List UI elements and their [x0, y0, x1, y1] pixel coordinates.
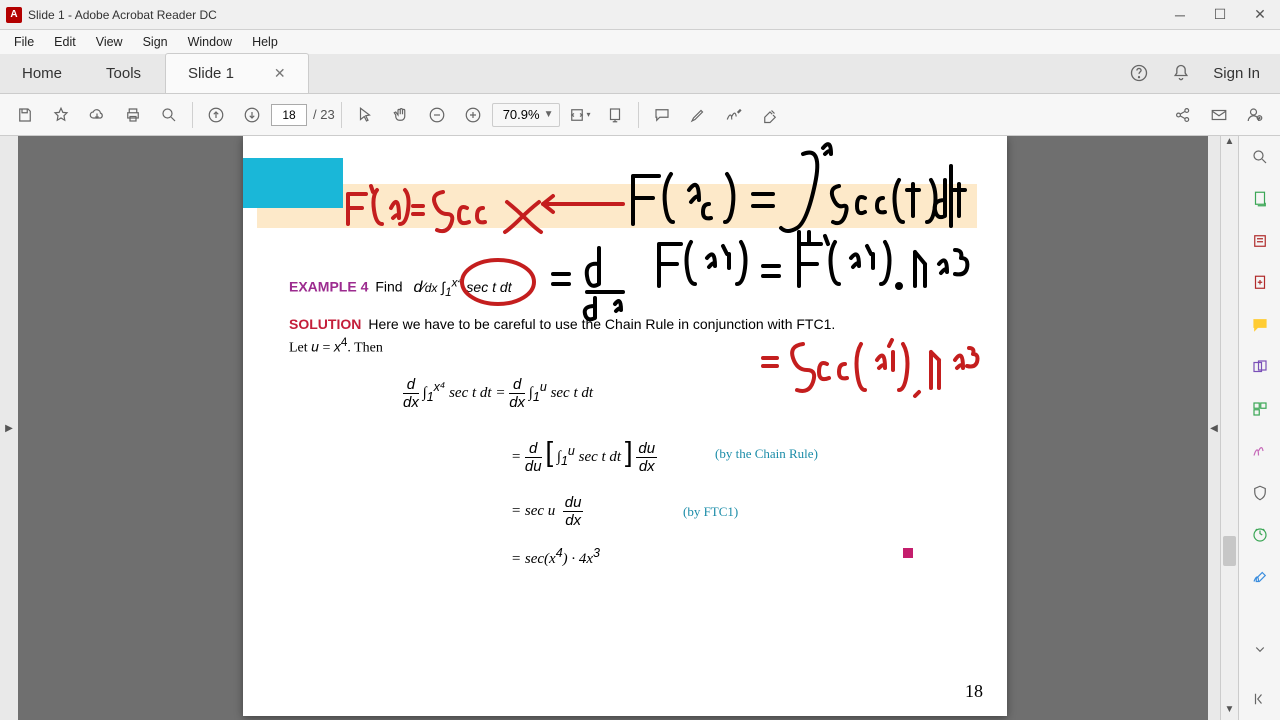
file-menu[interactable]: File [6, 33, 42, 51]
step2: = ddu [ ∫1u sec t dt ] dudx [511, 436, 657, 475]
example-label: EXAMPLE 4 [289, 279, 368, 295]
search-button[interactable] [152, 98, 186, 132]
sign-menu[interactable]: Sign [135, 33, 176, 51]
comment-tool-icon[interactable] [1249, 314, 1271, 336]
note2: (by the Chain Rule) [715, 446, 818, 462]
solution-line: SOLUTION Here we have to be careful to u… [289, 316, 939, 334]
zoom-dropdown[interactable]: 70.9% ▼ [492, 103, 561, 127]
let-line: Let u = x4. Then [289, 336, 383, 357]
page-number: 18 [965, 681, 983, 702]
page-indicator: / 23 [271, 104, 335, 126]
save-button[interactable] [8, 98, 42, 132]
cloud-button[interactable] [80, 98, 114, 132]
fit-width-button[interactable]: ▾ [562, 98, 596, 132]
print-button[interactable] [116, 98, 150, 132]
cyan-rectangle-annotation [243, 158, 343, 208]
comment-button[interactable] [645, 98, 679, 132]
edit-menu[interactable]: Edit [46, 33, 84, 51]
tab-close-icon[interactable]: ✕ [274, 65, 286, 82]
scroll-up-icon[interactable]: ▲ [1221, 136, 1238, 152]
expand-panel-icon[interactable] [1249, 688, 1271, 710]
email-button[interactable] [1202, 98, 1236, 132]
tab-document-label: Slide 1 [188, 65, 234, 82]
fill-sign-icon[interactable] [1249, 566, 1271, 588]
tab-document[interactable]: Slide 1 ✕ [165, 53, 309, 93]
export-pdf-icon[interactable] [1249, 188, 1271, 210]
right-tools-panel [1238, 136, 1280, 720]
zoom-out-button[interactable] [420, 98, 454, 132]
create-pdf-icon[interactable] [1249, 272, 1271, 294]
view-menu[interactable]: View [88, 33, 131, 51]
scroll-down-icon[interactable]: ▼ [1221, 704, 1238, 720]
combine-files-icon[interactable] [1249, 356, 1271, 378]
menubar: File Edit View Sign Window Help [0, 30, 1280, 54]
step1: ddx ∫1x⁴ sec t dt = ddx ∫1u sec t dt [403, 376, 593, 411]
protect-tool-icon[interactable] [1249, 482, 1271, 504]
sign-button[interactable] [717, 98, 751, 132]
page-view-button[interactable] [598, 98, 632, 132]
chevron-down-icon: ▼ [544, 109, 554, 120]
page-total: / 23 [313, 107, 335, 122]
tab-tools-label: Tools [106, 65, 141, 82]
titlebar: A Slide 1 - Adobe Acrobat Reader DC ─ ☐ … [0, 0, 1280, 30]
left-panel-toggle[interactable]: ▶ [0, 136, 18, 720]
page-input[interactable] [271, 104, 307, 126]
redact-tool-icon[interactable] [1249, 440, 1271, 462]
edit-pdf-icon[interactable] [1249, 230, 1271, 252]
maximize-button[interactable]: ☐ [1200, 0, 1240, 30]
stamp-button[interactable] [753, 98, 787, 132]
tab-home-label: Home [22, 65, 62, 82]
notifications-icon[interactable] [1171, 63, 1191, 83]
vertical-scrollbar[interactable]: ▲ ▼ [1220, 136, 1238, 720]
zoom-value: 70.9% [503, 107, 540, 122]
organize-tool-icon[interactable] [1249, 398, 1271, 420]
step3: = sec u dudx [511, 494, 583, 529]
right-panel-collapse[interactable]: ◀ [1208, 136, 1220, 720]
search-tool-icon[interactable] [1249, 146, 1271, 168]
minimize-button[interactable]: ─ [1160, 0, 1200, 30]
close-button[interactable]: ✕ [1240, 0, 1280, 30]
qed-square [903, 548, 913, 558]
step4: = sec(x4) · 4x3 [511, 546, 600, 568]
toolbar: / 23 70.9% ▼ ▾ [0, 94, 1280, 136]
note3: (by FTC1) [683, 504, 738, 520]
tab-row: Home Tools Slide 1 ✕ Sign In [0, 54, 1280, 94]
next-page-button[interactable] [235, 98, 269, 132]
acrobat-icon: A [6, 7, 22, 23]
workspace: ▶ EXAMPLE 4 Find d⁄dx ∫1x⁴ sec t dt SOLU… [0, 136, 1280, 720]
example-find: Find [375, 279, 402, 295]
window-title: Slide 1 - Adobe Acrobat Reader DC [28, 8, 217, 22]
scrollbar-thumb[interactable] [1223, 536, 1236, 566]
tab-home[interactable]: Home [0, 53, 84, 93]
tab-tools[interactable]: Tools [84, 53, 163, 93]
hand-tool[interactable] [384, 98, 418, 132]
zoom-in-button[interactable] [456, 98, 490, 132]
window-menu[interactable]: Window [180, 33, 240, 51]
share-button[interactable] [1166, 98, 1200, 132]
highlight-annotation [257, 184, 977, 228]
sign-in-button[interactable]: Sign In [1213, 65, 1260, 82]
select-tool[interactable] [348, 98, 382, 132]
more-tools-icon[interactable] [1249, 638, 1271, 660]
compress-tool-icon[interactable] [1249, 524, 1271, 546]
help-icon[interactable] [1129, 63, 1149, 83]
prev-page-button[interactable] [199, 98, 233, 132]
solution-text: Here we have to be careful to use the Ch… [368, 316, 835, 332]
help-menu[interactable]: Help [244, 33, 286, 51]
account-button[interactable] [1238, 98, 1272, 132]
document-area[interactable]: EXAMPLE 4 Find d⁄dx ∫1x⁴ sec t dt SOLUTI… [18, 136, 1208, 720]
page: EXAMPLE 4 Find d⁄dx ∫1x⁴ sec t dt SOLUTI… [243, 136, 1007, 716]
example-line: EXAMPLE 4 Find d⁄dx ∫1x⁴ sec t dt [289, 276, 512, 298]
solution-label: SOLUTION [289, 316, 361, 332]
star-button[interactable] [44, 98, 78, 132]
highlight-button[interactable] [681, 98, 715, 132]
example-math: d⁄dx ∫1x⁴ sec t dt [410, 279, 512, 295]
